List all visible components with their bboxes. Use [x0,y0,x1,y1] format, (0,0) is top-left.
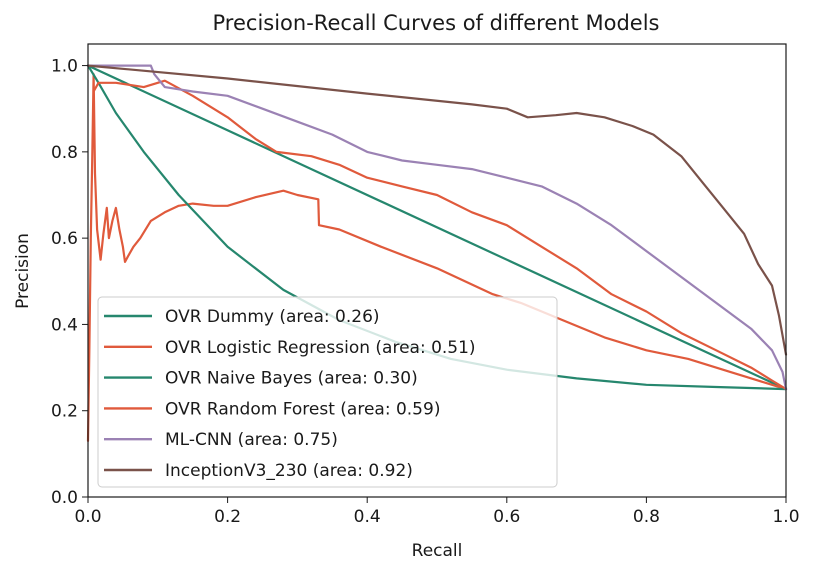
y-tick-label: 0.4 [51,315,78,335]
legend-label: OVR Logistic Regression (area: 0.51) [165,338,476,358]
x-tick-label: 0.2 [214,507,241,527]
legend-label: OVR Dummy (area: 0.26) [165,307,380,327]
series-line-5 [86,64,788,356]
y-tick-label: 0.2 [51,402,78,422]
y-tick-label: 1.0 [51,57,78,77]
x-tick-label: 0.4 [354,507,381,527]
y-tick-label: 0.6 [51,229,78,249]
series-line-0 [86,64,788,391]
chart-title: Precision-Recall Curves of different Mod… [213,11,660,35]
x-axis: 0.0 0.2 0.4 0.6 0.8 1.0 [74,497,800,527]
y-tick-label: 0.0 [51,488,78,508]
x-tick-label: 0.0 [74,507,101,527]
legend-label: InceptionV3_230 (area: 0.92) [165,461,413,481]
legend-label: OVR Naive Bayes (area: 0.30) [165,369,418,389]
series-line-4 [86,64,788,391]
legend-items: OVR Dummy (area: 0.26) OVR Logistic Regre… [104,307,476,481]
legend-label: ML-CNN (area: 0.75) [165,430,338,450]
legend-label: OVR Random Forest (area: 0.59) [165,399,440,419]
series-line-3 [92,79,788,391]
x-tick-label: 0.6 [493,507,520,527]
x-tick-label: 0.8 [633,507,660,527]
plot-frame [87,43,787,498]
legend: OVR Dummy (area: 0.26) OVR Logistic Regre… [97,296,558,488]
x-tick-label: 1.0 [772,507,799,527]
x-axis-label: Recall [412,541,463,561]
y-tick-label: 0.8 [51,143,78,163]
legend-box [97,296,558,488]
y-axis: 0.0 0.2 0.4 0.6 0.8 1.0 [51,57,88,508]
y-axis-label: Precision [13,233,33,309]
